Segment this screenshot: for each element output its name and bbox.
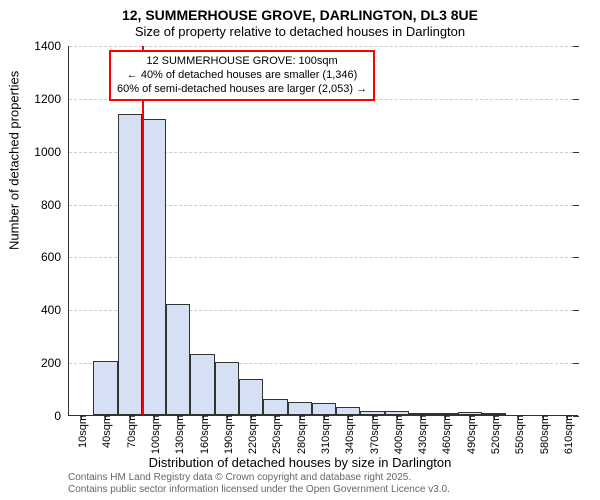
x-axis-label: Distribution of detached houses by size … — [0, 455, 600, 470]
xtick-label: 190sqm — [219, 415, 235, 454]
ytick-label: 200 — [41, 356, 69, 370]
xtick-label: 280sqm — [292, 415, 308, 454]
ytick-mark — [573, 310, 579, 311]
plot-area: 020040060080010001200140010sqm40sqm70sqm… — [68, 46, 578, 416]
xtick-label: 10sqm — [73, 415, 89, 448]
annotation-box: 12 SUMMERHOUSE GROVE: 100sqm← 40% of det… — [109, 50, 375, 101]
xtick-label: 220sqm — [243, 415, 259, 454]
xtick-label: 400sqm — [389, 415, 405, 454]
xtick-label: 340sqm — [340, 415, 356, 454]
ytick-mark — [573, 363, 579, 364]
histogram-bar — [336, 407, 360, 415]
chart-title-block: 12, SUMMERHOUSE GROVE, DARLINGTON, DL3 8… — [0, 0, 600, 41]
xtick-label: 160sqm — [195, 415, 211, 454]
ytick-label: 1400 — [34, 39, 69, 53]
y-axis-label: Number of detached properties — [7, 71, 22, 250]
histogram-bar — [93, 361, 117, 415]
histogram-bar — [288, 402, 312, 415]
xtick-label: 40sqm — [97, 415, 113, 448]
attribution-text: Contains HM Land Registry data © Crown c… — [68, 472, 450, 496]
ytick-mark — [573, 152, 579, 153]
xtick-label: 490sqm — [462, 415, 478, 454]
ytick-label: 400 — [41, 303, 69, 317]
xtick-label: 310sqm — [316, 415, 332, 454]
xtick-label: 70sqm — [122, 415, 138, 448]
xtick-label: 550sqm — [510, 415, 526, 454]
xtick-label: 580sqm — [535, 415, 551, 454]
ytick-mark — [573, 205, 579, 206]
ytick-label: 600 — [41, 250, 69, 264]
histogram-bar — [142, 119, 166, 415]
xtick-label: 100sqm — [146, 415, 162, 454]
xtick-label: 130sqm — [170, 415, 186, 454]
histogram-bar — [166, 304, 190, 415]
chart-container: 12, SUMMERHOUSE GROVE, DARLINGTON, DL3 8… — [0, 0, 600, 500]
xtick-label: 520sqm — [486, 415, 502, 454]
histogram-bar — [190, 354, 214, 415]
histogram-bar — [312, 403, 336, 415]
histogram-bar — [263, 399, 287, 415]
xtick-label: 250sqm — [267, 415, 283, 454]
xtick-label: 430sqm — [413, 415, 429, 454]
ytick-label: 1200 — [34, 92, 69, 106]
xtick-label: 370sqm — [365, 415, 381, 454]
ytick-label: 800 — [41, 198, 69, 212]
annotation-line: 60% of semi-detached houses are larger (… — [117, 83, 367, 97]
xtick-label: 460sqm — [437, 415, 453, 454]
annotation-line: ← 40% of detached houses are smaller (1,… — [117, 69, 367, 83]
ytick-label: 1000 — [34, 145, 69, 159]
gridline — [69, 46, 578, 47]
ytick-mark — [573, 46, 579, 47]
chart-title: 12, SUMMERHOUSE GROVE, DARLINGTON, DL3 8… — [0, 6, 600, 24]
histogram-bar — [215, 362, 239, 415]
attribution-line: Contains HM Land Registry data © Crown c… — [68, 472, 450, 484]
property-marker-line — [142, 46, 144, 415]
ytick-mark — [573, 99, 579, 100]
ytick-label: 0 — [54, 409, 69, 423]
histogram-bar — [239, 379, 263, 415]
xtick-label: 610sqm — [559, 415, 575, 454]
ytick-mark — [573, 257, 579, 258]
attribution-line: Contains public sector information licen… — [68, 484, 450, 496]
chart-subtitle: Size of property relative to detached ho… — [0, 24, 600, 41]
histogram-bar — [118, 114, 142, 415]
annotation-line: 12 SUMMERHOUSE GROVE: 100sqm — [117, 55, 367, 69]
